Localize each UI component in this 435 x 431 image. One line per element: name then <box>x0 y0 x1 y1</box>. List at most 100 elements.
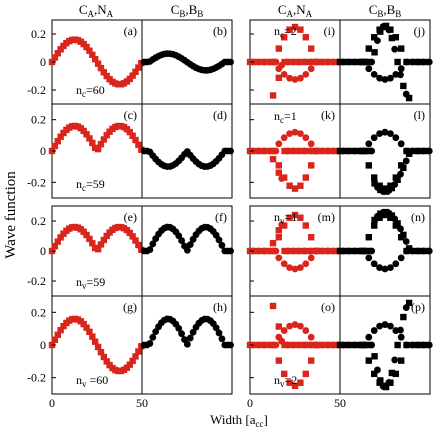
panel-e-marker-square <box>89 240 96 247</box>
panel-o-marker-square <box>302 370 309 378</box>
panel-g-marker-square <box>92 338 99 345</box>
panel-o-marker-square <box>291 382 299 390</box>
panel-p-marker-square <box>381 382 389 390</box>
panel-m-marker-square <box>291 211 299 219</box>
panel-k-marker-circle <box>297 130 304 138</box>
panel-g-marker-square <box>60 322 67 330</box>
panel-i-marker-circle <box>291 76 299 83</box>
panel-d-marker-circle <box>227 147 234 155</box>
panel-e-marker-square <box>100 236 108 244</box>
x-axis-label: Width [acc] <box>210 412 268 429</box>
panel-j-marker-circle <box>360 58 367 66</box>
panel-k-marker-circle <box>302 134 310 142</box>
panel-m-marker-circle <box>297 264 304 272</box>
panel-b-label: (b) <box>213 24 227 38</box>
panel-l-marker-circle <box>392 134 400 142</box>
panel-e-marker-square <box>132 237 139 244</box>
panel-j-marker-square <box>381 23 389 31</box>
panel-g-marker-square <box>129 357 136 365</box>
panel-o-marker-square <box>269 302 277 310</box>
panel-o-marker-circle <box>307 333 315 341</box>
panel-c-annotation: nc=59 <box>76 177 105 193</box>
panel-j-marker-square <box>376 26 383 33</box>
panel-h-marker-circle <box>227 341 234 349</box>
panel-p-marker-circle <box>391 356 399 364</box>
panel-o-marker-square <box>297 379 304 386</box>
panel-l-marker-circle <box>425 147 433 155</box>
panel-i-marker-square <box>281 34 288 41</box>
panel-e-marker-square <box>97 241 105 248</box>
panel-j-marker-circle <box>391 45 399 53</box>
panel-m-marker-circle <box>313 247 320 255</box>
ytick-label: -0.2 <box>27 274 46 288</box>
panel-h-marker-circle <box>215 329 223 337</box>
panel-m-marker-square <box>286 214 293 221</box>
panel-k-marker-circle <box>291 128 299 136</box>
panel-g-marker-square <box>57 326 64 334</box>
panel-a-annotation: nc=60 <box>76 83 105 99</box>
panel-o-marker-circle <box>270 341 277 349</box>
panel-k-marker-square <box>275 162 282 169</box>
panel-a-label: (a) <box>124 24 137 38</box>
panel-l-marker-circle <box>402 157 410 165</box>
panel-n-marker-circle <box>370 260 378 268</box>
panel-k-annotation: nc=1 <box>274 109 297 125</box>
panel-c-marker-square <box>86 135 93 142</box>
panel-n-marker-circle <box>392 260 400 268</box>
column-header-2: CB,BB <box>171 2 204 19</box>
ytick-label: 0.2 <box>31 214 46 228</box>
panel-n-marker-square <box>392 222 399 229</box>
panel-n-marker-square <box>371 216 378 224</box>
panel-p-marker-circle <box>397 333 405 341</box>
panel-m-annotation: nv=1 <box>274 210 297 226</box>
panel-p-marker-circle <box>360 341 367 349</box>
panel-e-label: (e) <box>124 210 137 224</box>
panel-n-marker-circle <box>397 254 405 262</box>
panel-n-marker-square <box>387 214 394 221</box>
panel-f-marker-circle <box>215 236 223 244</box>
panel-p-marker-square <box>398 357 405 364</box>
panel-c-marker-square <box>126 128 133 136</box>
panel-j-marker-square <box>400 82 407 90</box>
panel-n-marker-square <box>371 222 378 229</box>
panel-c-label: (c) <box>124 108 137 122</box>
panel-p-marker-square <box>405 299 413 307</box>
panel-a-marker-square <box>89 51 96 59</box>
panel-l-label: (l) <box>414 108 425 122</box>
panel-o-label: (o) <box>321 300 335 314</box>
panel-k-marker-circle <box>286 130 293 138</box>
panel-b-marker-circle <box>227 58 234 66</box>
panel-m-marker-circle <box>307 254 315 262</box>
panel-p-marker-square <box>394 341 401 349</box>
panel-g-marker-square <box>94 343 102 351</box>
panel-n-marker-circle <box>376 264 383 272</box>
panel-g-marker-square <box>126 361 133 368</box>
panel-k-marker-square <box>281 174 288 181</box>
panel-l-marker-circle <box>360 147 367 155</box>
panel-l-marker-circle <box>370 134 378 142</box>
xtick-label: 50 <box>334 396 346 410</box>
panel-o-annotation: nv=2 <box>274 373 297 389</box>
panel-j-marker-circle <box>392 70 400 78</box>
panel-g-marker-square <box>89 333 96 340</box>
panel-k-marker-square <box>302 174 309 181</box>
panel-a-marker-square <box>129 72 136 79</box>
panel-j-marker-square <box>398 45 405 52</box>
panel-k-marker-circle <box>307 140 315 148</box>
panel-k-marker-circle <box>280 134 288 142</box>
panel-p-marker-square <box>388 369 396 377</box>
panel-i-marker-square <box>297 26 304 33</box>
panel-o-marker-square <box>281 370 288 378</box>
panel-p-marker-square <box>371 353 378 360</box>
panel-h-marker-circle <box>212 324 220 332</box>
panel-h-marker-circle <box>146 340 154 347</box>
panel-h-marker-circle <box>189 328 197 336</box>
panel-p-marker-square <box>365 357 372 364</box>
panel-l-marker-square <box>398 162 405 169</box>
panel-k-marker-square <box>291 185 299 192</box>
panel-e-marker-square <box>51 243 59 250</box>
panel-j-marker-square <box>394 58 401 66</box>
panel-g-marker-square <box>100 353 108 361</box>
panel-c-marker-square <box>80 127 87 135</box>
panel-l-marker-circle <box>365 140 373 148</box>
